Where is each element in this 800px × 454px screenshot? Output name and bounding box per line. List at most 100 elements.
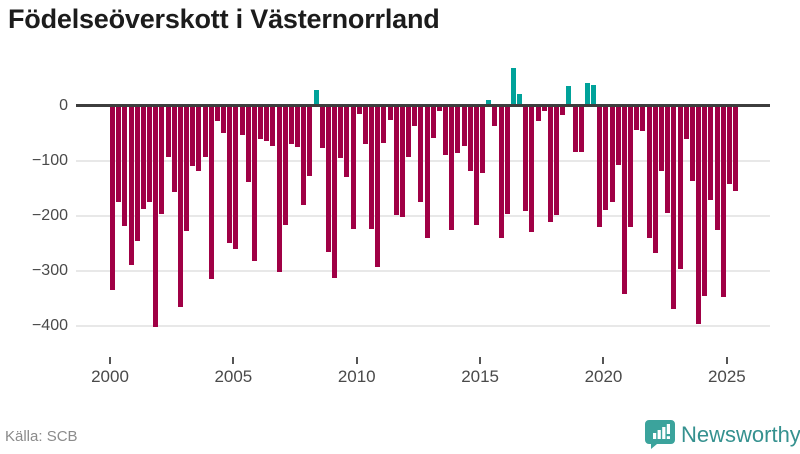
x-tick-2000 [109,357,111,364]
bar-2003Q2 [190,107,196,167]
bar-2014Q3 [467,107,473,172]
x-axis-label-2000: 2000 [91,367,129,386]
bar-2003Q1 [184,107,190,232]
bar-2010Q4 [375,107,381,268]
source-note: Källa: SCB [5,428,78,445]
bar-2016Q3 [517,94,523,104]
bar-2004Q3 [221,107,227,133]
bar-2021Q4 [646,107,652,239]
gridline--300 [76,269,770,272]
bar-2014Q1 [455,107,461,154]
bar-2013Q4 [449,107,455,231]
bar-2006Q2 [264,107,270,142]
bar-2002Q4 [177,107,183,308]
y-axis-label--200: −200 [31,206,68,224]
bar-2022Q1 [652,107,658,254]
bar-2000Q1 [110,107,115,290]
bar-2019Q1 [578,107,584,152]
bar-2017Q3 [541,107,547,112]
bar-2022Q3 [665,107,671,214]
gridline--200 [76,214,770,217]
bar-2024Q4 [720,107,726,297]
y-axis-label-0: 0 [59,96,68,114]
x-axis-label-2010: 2010 [337,367,376,386]
bar-2021Q2 [634,107,640,130]
bar-2013Q2 [436,107,442,112]
bar-2019Q4 [597,107,603,227]
bar-2022Q2 [659,107,664,172]
bar-2019Q2 [584,82,590,104]
bar-2023Q2 [683,107,689,140]
x-axis-label-2005: 2005 [214,367,253,386]
bar-2024Q2 [708,107,714,200]
bar-2024Q3 [714,107,720,231]
bar-2008Q1 [307,107,313,177]
y-axis-label--400: −400 [31,316,68,334]
bar-2006Q1 [258,107,264,140]
bar-2012Q3 [418,107,424,202]
bar-2004Q4 [227,107,233,244]
bar-2014Q4 [473,107,479,226]
bar-2017Q4 [547,107,553,222]
bar-2000Q3 [122,107,128,226]
bar-2009Q3 [344,107,350,178]
x-tick-2015 [479,357,482,364]
bar-2013Q1 [430,107,436,138]
newsworthy-badge-icon [645,420,675,449]
bar-2006Q4 [276,107,282,272]
bar-2018Q4 [572,107,578,152]
bar-2009Q4 [350,107,356,230]
bar-2007Q1 [282,107,288,226]
bar-2019Q3 [591,84,597,104]
bar-2002Q2 [165,107,171,157]
bar-2023Q1 [677,107,683,269]
bar-2010Q3 [369,107,375,229]
bar-2007Q4 [301,107,307,205]
bar-2020Q1 [603,107,609,210]
bar-2021Q3 [640,107,646,131]
bar-2023Q4 [696,107,702,324]
chart-title: Födelseöverskott i Västernorrland [8,4,440,34]
bar-2011Q2 [387,107,393,120]
newsworthy-logo: Newsworthy [645,419,800,449]
bar-2011Q1 [381,107,387,143]
bar-2001Q1 [134,107,140,242]
bar-2015Q1 [480,107,486,173]
bar-2005Q3 [245,107,251,183]
bar-2005Q4 [251,107,257,261]
bar-2007Q2 [288,107,294,145]
x-tick-2005 [232,357,235,364]
zero-axis-line [76,104,770,107]
y-axis-label--300: −300 [31,261,68,279]
bar-2005Q1 [233,107,239,250]
newsworthy-wordmark: Newsworthy [681,422,800,447]
bar-2000Q4 [128,107,134,266]
bar-2014Q2 [461,107,467,146]
x-axis-label-2020: 2020 [584,367,623,386]
bar-2015Q4 [498,107,504,239]
bar-2016Q4 [523,107,529,211]
bar-2023Q3 [689,107,695,182]
bar-2002Q3 [171,107,177,192]
y-axis-label--100: −100 [31,151,68,169]
bar-2001Q2 [140,107,146,210]
bar-2005Q2 [239,107,245,135]
x-tick-2020 [602,357,605,364]
bar-2011Q3 [393,107,399,215]
bar-2004Q1 [208,107,214,279]
gridline--400 [76,324,770,327]
bar-2008Q3 [319,107,325,148]
bar-2001Q4 [153,107,159,327]
bar-2007Q3 [295,107,301,148]
bar-2012Q2 [412,107,418,127]
x-axis-label-2025: 2025 [707,367,746,386]
bar-2024Q1 [702,107,708,296]
bar-2020Q3 [615,107,621,165]
bar-2010Q1 [356,107,362,114]
bar-2010Q2 [362,107,368,145]
bar-2012Q4 [424,107,430,239]
bar-2004Q2 [214,107,220,122]
bar-2003Q3 [196,107,202,171]
